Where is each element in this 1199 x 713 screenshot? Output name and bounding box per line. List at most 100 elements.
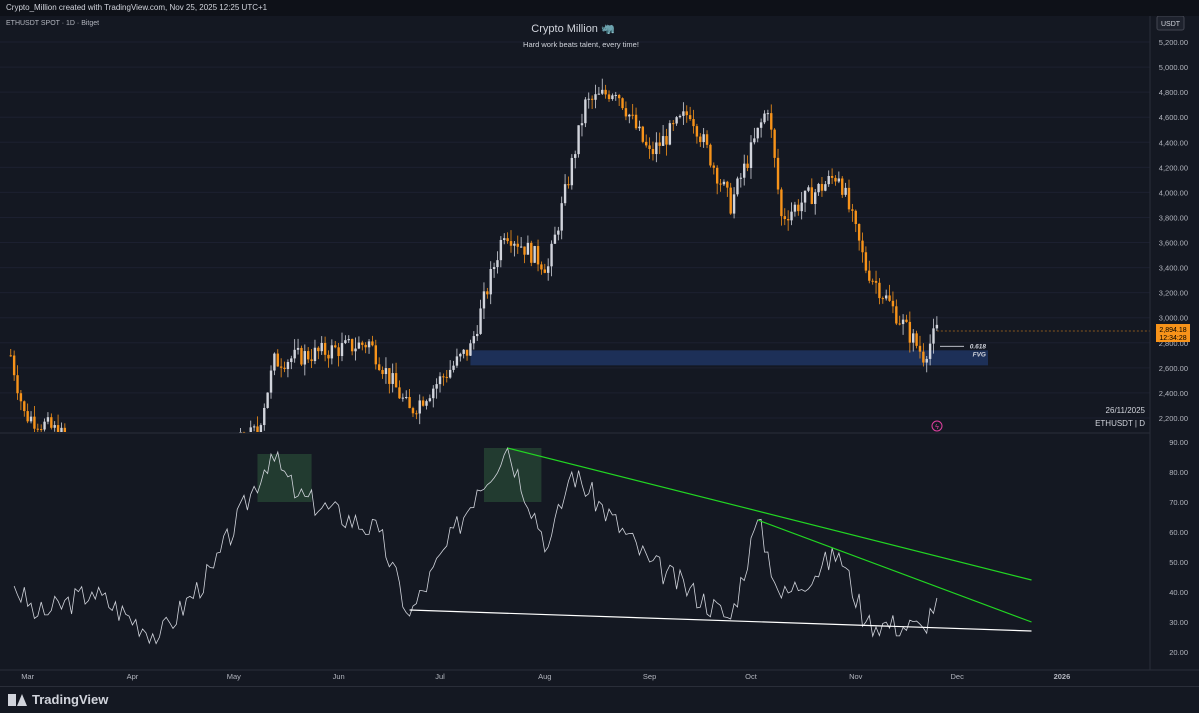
candle-body [908,321,912,343]
candle-body [739,177,743,179]
candle-body [712,165,715,168]
rsi-tick-label: 30.00 [1169,618,1188,627]
chart-area[interactable]: 0.618 FVG 5,200.00 5,000.00 4,800.00 4,600.0… [0,15,1199,686]
lightning-icon[interactable] [931,420,943,432]
candle-body [384,368,388,375]
symbol-line: ETHUSDT SPOT · 1D · Bitget [6,20,99,27]
candle-body [526,242,530,255]
candle-body [922,351,925,363]
candle-body [334,345,337,348]
candle-body [256,426,259,432]
candle-body [415,413,418,415]
candle-body [39,429,43,431]
candle-body [432,388,435,399]
candle-body [617,95,621,99]
x-axis: Mar Apr May Jun Jul Aug Sep Oct Nov Dec 2026 [21,672,1070,681]
rsi-trendline-white [409,609,1032,632]
last-price-label: 2,894.18 [1159,327,1186,334]
candle-body [317,347,320,352]
candle-body [364,344,367,348]
time-tick-label: 2026 [1054,672,1071,681]
rsi-tick-label: 40.00 [1169,588,1188,597]
attribution-text: Crypto_Million created with TradingView.… [6,3,268,12]
time-tick-label: Mar [21,672,34,681]
rsi-trendline-green [757,519,1032,623]
candle-body [46,417,50,422]
candle-body [519,246,523,248]
overbought-fill [257,454,312,502]
time-tick-label: Dec [950,672,964,681]
candle-body [878,282,881,299]
candle-body [851,209,854,211]
rsi-tick-label: 20.00 [1169,648,1188,657]
candle-body [672,123,675,125]
candle-body [530,242,533,263]
candle-body [604,89,607,95]
candle-body [533,246,536,263]
candle-body [841,178,844,195]
candle-body [587,98,590,100]
candle-body [651,149,655,155]
candle-body [313,347,317,362]
candle-body [263,407,266,426]
candle-body [482,291,486,309]
candle-body [597,93,601,95]
candle-body [601,89,604,94]
candle-body [729,187,732,214]
candle-body [560,203,563,231]
currency-badge[interactable]: USDT [1161,21,1181,28]
rsi-line [13,446,938,645]
countdown-label: 12:34:28 [1159,335,1186,342]
candle-body [503,238,506,240]
candle-body [759,122,763,128]
candle-body [543,269,546,273]
candle-body [837,178,841,182]
candle-body [438,376,442,385]
candle-body [695,126,699,137]
candle-body [797,204,800,212]
candle-body [685,111,688,116]
candle-body [50,417,53,428]
price-tick-label: 4,800.00 [1159,88,1188,97]
candle-body [492,267,496,269]
candle-body [448,369,452,378]
candle-body [462,349,465,354]
symbol-stamp: ETHUSDT | D [1095,419,1145,428]
candle-body [624,108,628,117]
candle-body [820,183,824,191]
candle-body [702,134,705,143]
currency-badge-box[interactable] [1156,15,1185,31]
candle-body [658,142,661,146]
rsi-tick-label: 90.00 [1169,438,1188,447]
candle-body [719,183,722,185]
candle-body [452,365,455,370]
candle-body [12,355,16,376]
candle-body [357,342,361,349]
candle-body [891,300,895,307]
candle-body [638,126,641,129]
candle-body [736,178,739,195]
candle-body [33,416,36,429]
candle-body [567,184,570,186]
candle-body [340,343,344,357]
time-tick-label: May [227,672,241,681]
candle-body [523,246,526,255]
candle-body [749,142,753,168]
candle-body [16,375,19,394]
candle-body [327,354,330,359]
footer: TradingView [0,686,1199,713]
candle-body [790,211,793,221]
candle-body [817,183,820,193]
candle-body [746,163,749,168]
candle-body [56,425,60,432]
candle-body [645,141,648,146]
last-price-box [1156,323,1190,342]
tradingview-icon [8,693,27,706]
candle-body [303,351,307,365]
tradingview-brand: TradingView [32,692,109,707]
tradingview-logo[interactable]: TradingView [8,692,108,707]
candle-body [783,216,786,220]
candle-body [442,376,445,378]
candle-body [895,306,898,324]
